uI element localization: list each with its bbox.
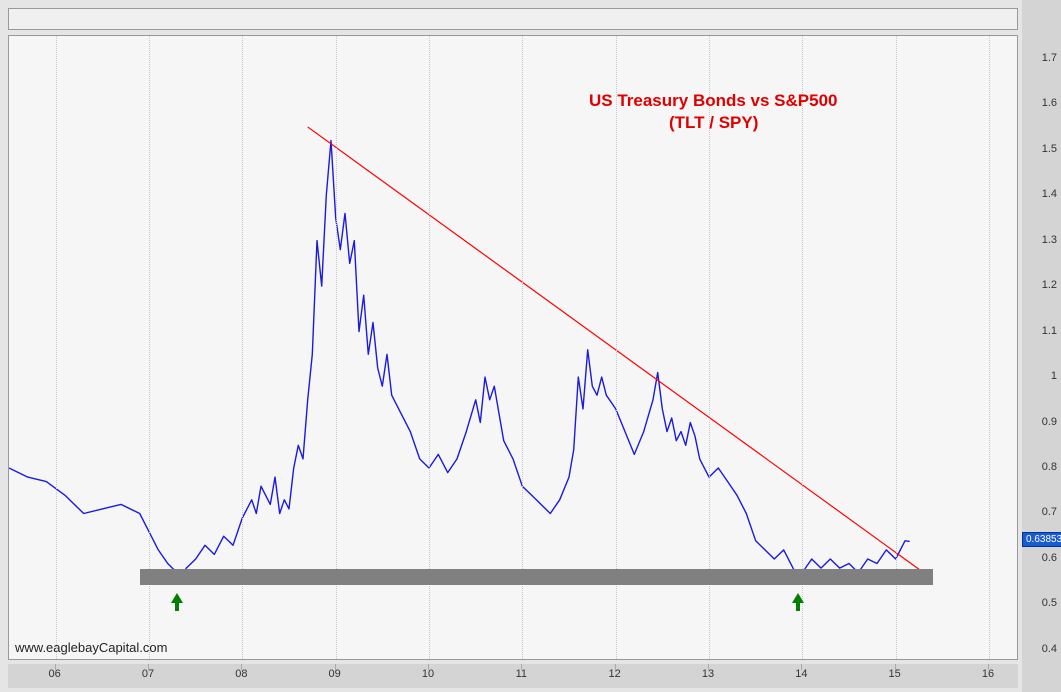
y-axis-label: 1.2 bbox=[1042, 279, 1057, 291]
y-axis-label: 0.6 bbox=[1042, 552, 1057, 564]
x-tick bbox=[55, 664, 56, 670]
y-axis-label: 0.5 bbox=[1042, 597, 1057, 609]
x-gridline bbox=[242, 36, 243, 659]
x-tick bbox=[988, 664, 989, 670]
chart-title-line2: (TLT / SPY) bbox=[669, 113, 758, 133]
support-level-bar bbox=[140, 569, 933, 585]
support-arrow-icon bbox=[171, 593, 183, 603]
x-gridline bbox=[56, 36, 57, 659]
x-gridline bbox=[989, 36, 990, 659]
last-value-badge: 0.63853 bbox=[1022, 532, 1061, 547]
x-tick bbox=[895, 664, 896, 670]
x-tick bbox=[335, 664, 336, 670]
x-gridline bbox=[336, 36, 337, 659]
attribution-text: www.eaglebayCapital.com bbox=[15, 640, 167, 655]
x-tick bbox=[428, 664, 429, 670]
y-axis-label: 0.9 bbox=[1042, 416, 1057, 428]
y-axis-strip: 0.4 0.5 0.6 0.7 0.8 0.9 1 1.1 1.2 1.3 1.4 1.5 1.6 1.7… bbox=[1022, 0, 1061, 692]
chart-svg bbox=[9, 36, 1017, 659]
x-axis-strip: 0607080910111213141516 bbox=[8, 664, 1018, 688]
x-tick bbox=[708, 664, 709, 670]
x-gridline bbox=[429, 36, 430, 659]
y-axis-label: 1 bbox=[1051, 370, 1057, 382]
chart-title-line1: US Treasury Bonds vs S&P500 bbox=[589, 91, 838, 111]
y-axis-label: 1.6 bbox=[1042, 97, 1057, 109]
x-gridline bbox=[896, 36, 897, 659]
y-axis-label: 1.4 bbox=[1042, 188, 1057, 200]
y-axis-label: 0.8 bbox=[1042, 461, 1057, 473]
x-gridline bbox=[149, 36, 150, 659]
x-tick bbox=[801, 664, 802, 670]
y-axis-label: 0.4 bbox=[1042, 643, 1057, 655]
price-series-line bbox=[9, 141, 910, 577]
x-tick bbox=[241, 664, 242, 670]
y-axis-label: 1.1 bbox=[1042, 325, 1057, 337]
y-axis-label: 1.7 bbox=[1042, 52, 1057, 64]
support-arrow-stem bbox=[796, 603, 800, 611]
x-tick bbox=[521, 664, 522, 670]
y-axis-label: 1.5 bbox=[1042, 143, 1057, 155]
trendline bbox=[308, 127, 933, 579]
x-gridline bbox=[522, 36, 523, 659]
support-arrow-icon bbox=[792, 593, 804, 603]
y-axis-label: 0.7 bbox=[1042, 506, 1057, 518]
x-gridline bbox=[616, 36, 617, 659]
chart-header-strip bbox=[8, 8, 1018, 30]
y-axis-label: 1.3 bbox=[1042, 234, 1057, 246]
chart-container: www.eaglebayCapital.com US Treasury Bond… bbox=[0, 0, 1061, 692]
x-tick bbox=[148, 664, 149, 670]
chart-plot-area: www.eaglebayCapital.com US Treasury Bond… bbox=[8, 35, 1018, 660]
support-arrow-stem bbox=[175, 603, 179, 611]
x-tick bbox=[615, 664, 616, 670]
x-gridline bbox=[802, 36, 803, 659]
